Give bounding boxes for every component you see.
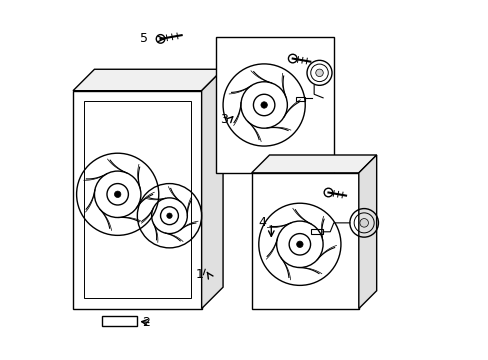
Text: 4: 4: [258, 216, 265, 229]
Text: 1: 1: [195, 268, 203, 281]
Circle shape: [315, 69, 323, 77]
Text: 3: 3: [220, 113, 228, 126]
Text: 5: 5: [140, 32, 148, 45]
Bar: [296, 97, 305, 102]
Polygon shape: [73, 91, 201, 309]
Polygon shape: [251, 173, 358, 309]
Circle shape: [359, 219, 367, 227]
Polygon shape: [73, 69, 223, 91]
Polygon shape: [358, 155, 376, 309]
Polygon shape: [251, 155, 376, 173]
Polygon shape: [216, 37, 333, 173]
Text: 2: 2: [142, 316, 149, 329]
Bar: [310, 229, 323, 234]
Circle shape: [166, 213, 172, 219]
Circle shape: [261, 102, 267, 108]
Bar: [102, 316, 137, 327]
Circle shape: [296, 241, 303, 248]
Circle shape: [114, 191, 121, 198]
Polygon shape: [201, 69, 223, 309]
